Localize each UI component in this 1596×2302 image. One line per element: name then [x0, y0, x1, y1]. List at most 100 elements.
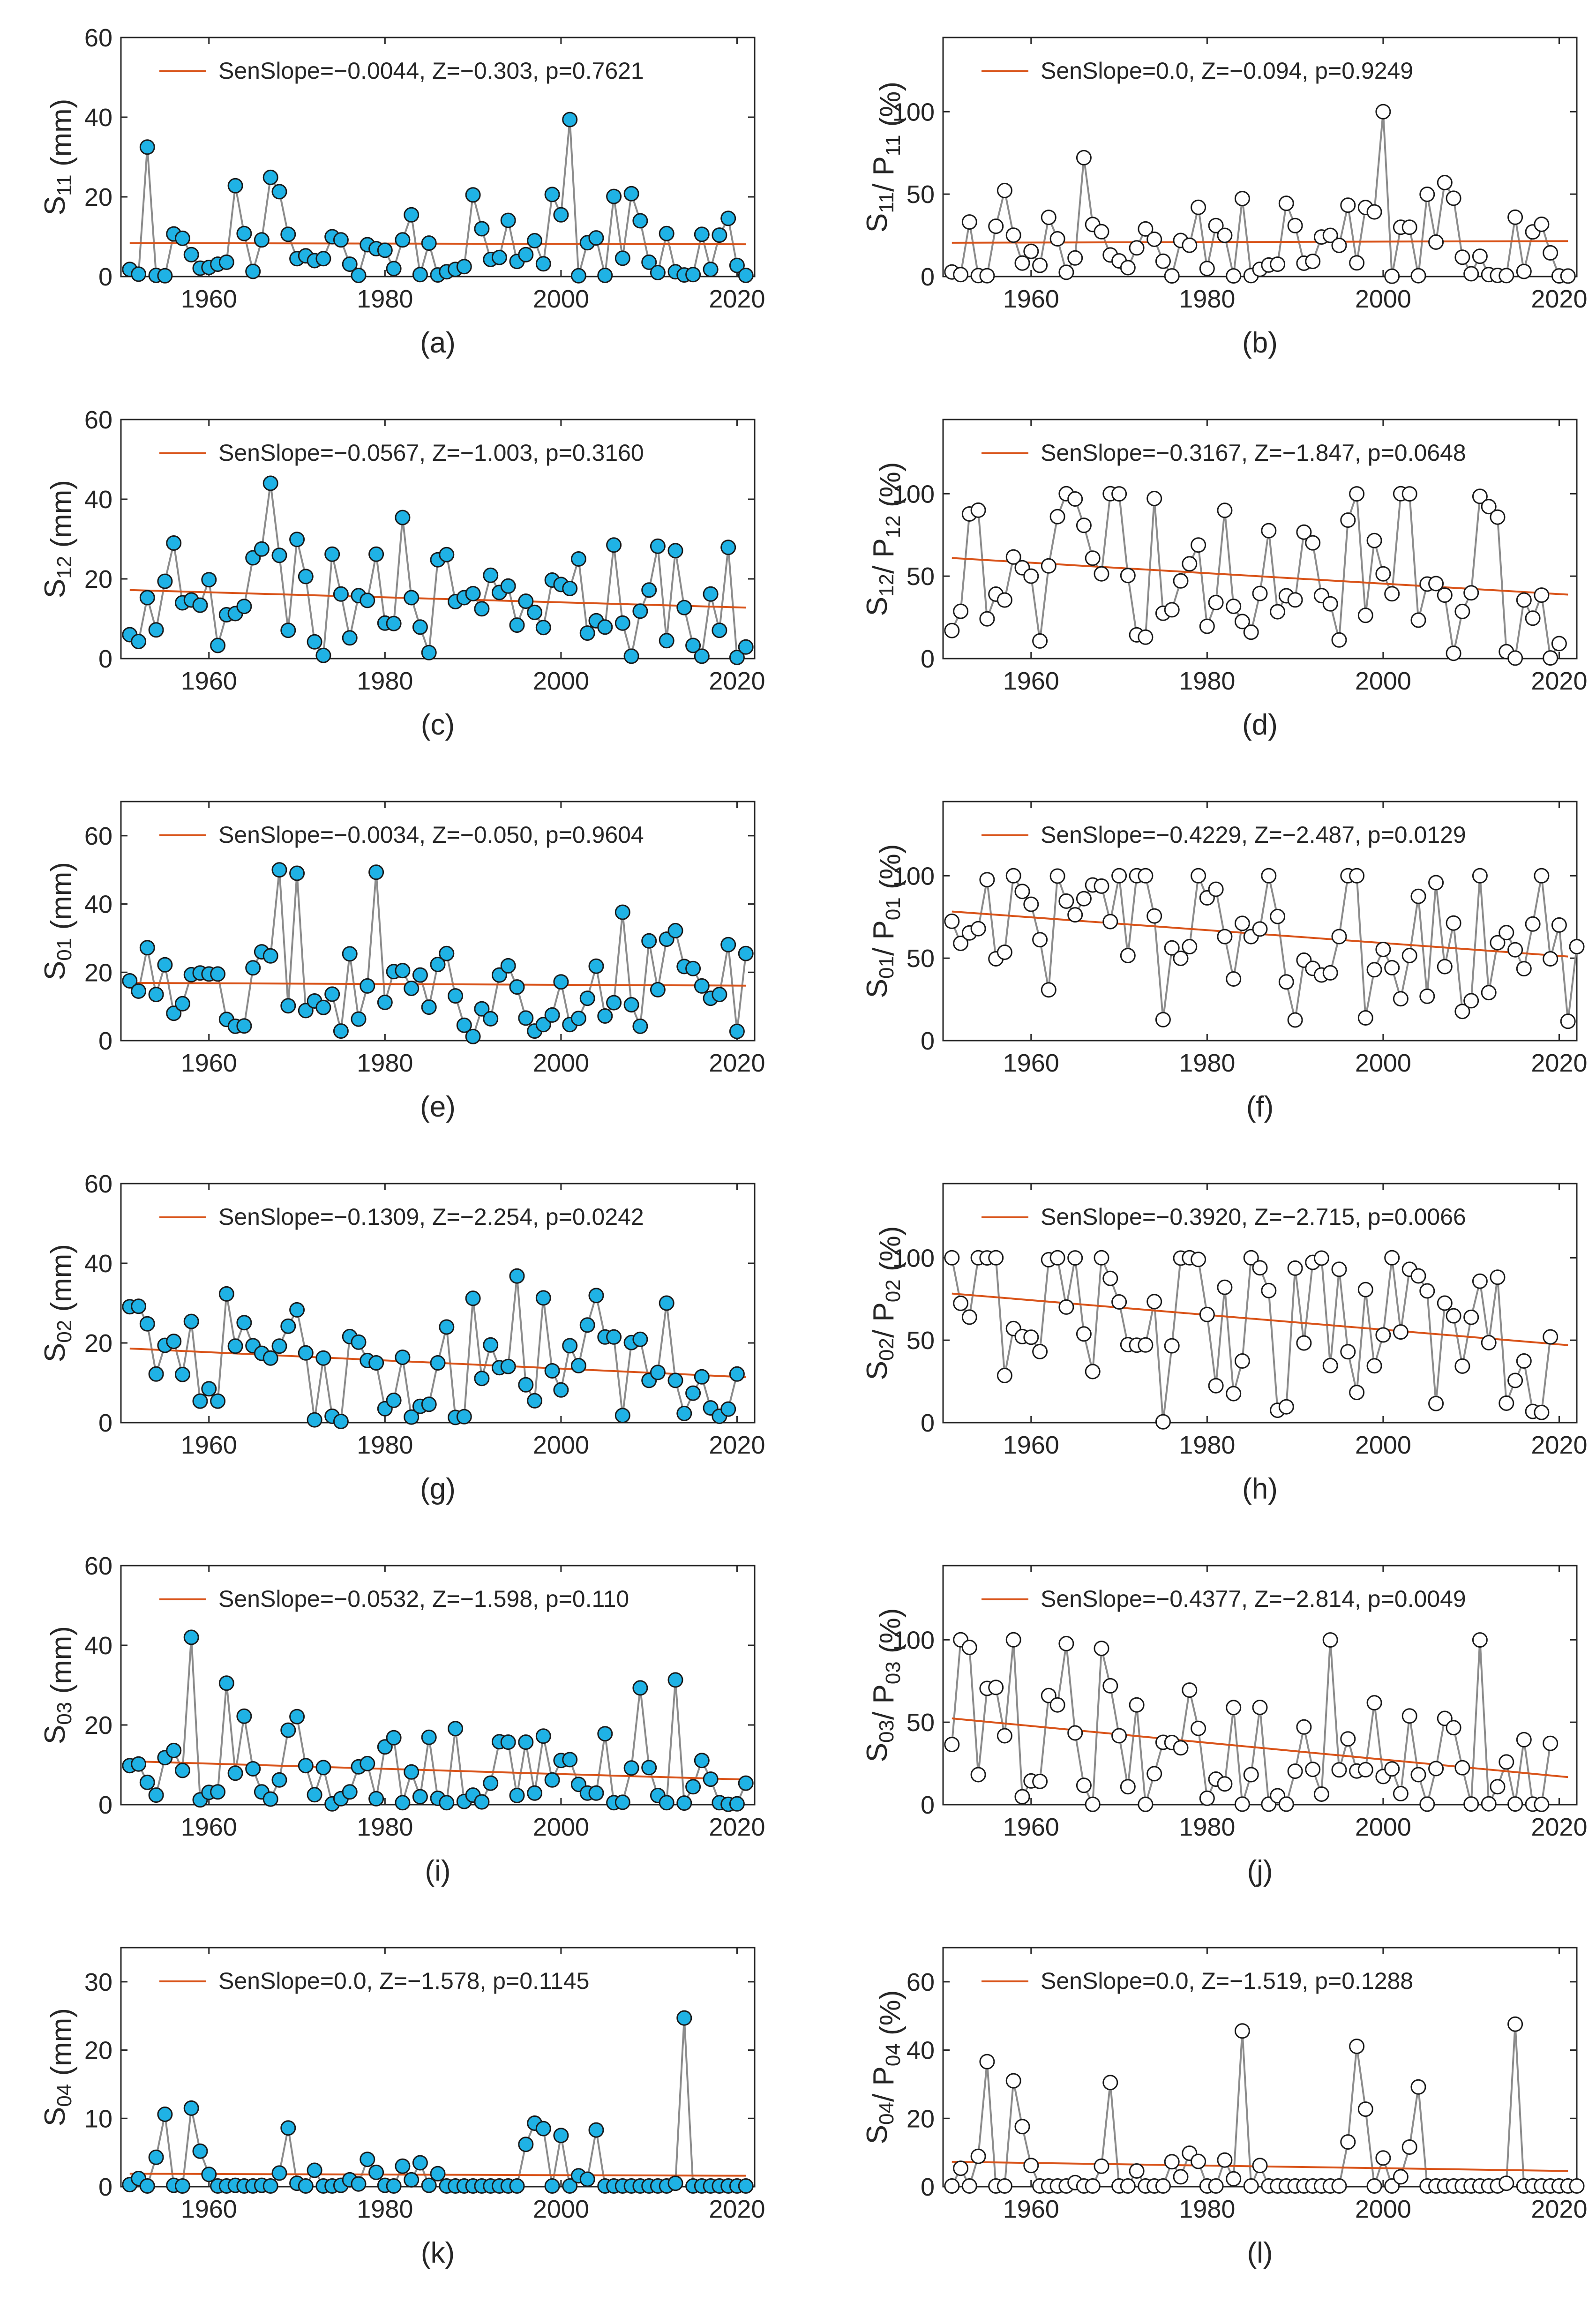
data-point [1437, 959, 1453, 975]
x-tick-label: 1980 [1179, 2195, 1235, 2223]
x-tick-label: 1960 [181, 285, 237, 313]
chart-panel-f: 0 50 100 1960 1980 2000 2020 S01/ P01 (%) SenSlo… [861, 801, 1588, 1123]
data-point [509, 2178, 525, 2194]
data-point [192, 597, 208, 613]
data-point [588, 2122, 604, 2138]
data-point [1543, 951, 1559, 967]
y-tick-label: 0 [98, 2173, 112, 2201]
legend-text: SenSlope=0.0, Z=−0.094, p=0.9249 [1041, 58, 1413, 84]
panel-label: (j) [1247, 1855, 1273, 1887]
data-point [1173, 1740, 1189, 1756]
data-point [659, 633, 674, 649]
y-tick-label: 40 [84, 1250, 112, 1278]
data-point [1226, 268, 1242, 284]
data-point [729, 257, 745, 273]
data-point [1499, 1395, 1514, 1411]
data-point [606, 537, 622, 553]
data-point [465, 1290, 481, 1306]
data-point [1428, 234, 1444, 250]
data-point [1094, 1250, 1109, 1266]
data-point [1401, 2139, 1417, 2155]
data-point [703, 262, 719, 277]
data-point [614, 1408, 630, 1424]
data-point [1446, 190, 1461, 206]
data-point [518, 593, 534, 609]
data-point [465, 1028, 481, 1044]
data-point [570, 1357, 586, 1373]
panel-label: (k) [421, 2237, 455, 2269]
data-point [1525, 916, 1541, 932]
data-point [961, 1309, 977, 1325]
data-point [1102, 2075, 1118, 2091]
data-point [1191, 537, 1206, 553]
data-point [1410, 1268, 1426, 1284]
data-point [729, 650, 745, 665]
data-point [1560, 1013, 1576, 1029]
data-point [1270, 908, 1286, 924]
data-point [1481, 499, 1497, 515]
data-point [315, 1760, 331, 1776]
data-point [1499, 1754, 1514, 1770]
x-tick-label: 2000 [1355, 2195, 1411, 2223]
data-point [1191, 1252, 1206, 1267]
series-line [129, 2017, 746, 2189]
data-point [360, 1755, 375, 1771]
data-point [1463, 993, 1479, 1009]
data-point [544, 2178, 560, 2194]
data-point [1446, 1308, 1461, 1324]
data-point [1182, 939, 1198, 954]
data-point [1146, 1294, 1162, 1310]
data-point [1129, 240, 1145, 256]
axes-box [120, 1183, 756, 1424]
data-point [544, 1007, 560, 1023]
data-point [1102, 1270, 1118, 1286]
data-point [183, 247, 199, 262]
data-point [1138, 221, 1154, 237]
data-point [1217, 2152, 1233, 2168]
data-point [139, 940, 155, 956]
data-point [1463, 585, 1479, 601]
data-point [676, 2010, 692, 2026]
data-point [1226, 599, 1242, 614]
data-point [360, 2152, 375, 2167]
data-point [685, 960, 701, 976]
data-point [1543, 1735, 1559, 1751]
data-point [1164, 1338, 1180, 1354]
data-point [1041, 1687, 1057, 1703]
data-point [386, 261, 402, 277]
data-point [579, 2171, 595, 2187]
data-point [456, 1409, 472, 1425]
data-point [1102, 1678, 1118, 1694]
data-point [1278, 1796, 1294, 1812]
data-point [738, 268, 754, 283]
data-point [1454, 249, 1470, 265]
y-tick-label: 100 [892, 862, 935, 890]
x-tick-label: 1980 [357, 1431, 413, 1459]
axes-box [942, 1947, 1578, 2188]
legend-text: SenSlope=−0.0532, Z=−1.598, p=0.110 [218, 1586, 629, 1612]
y-axis-label: S02 (mm) [39, 1244, 78, 1362]
data-point [1349, 1385, 1365, 1401]
data-point [623, 1760, 639, 1776]
trend-line [952, 1292, 1568, 1346]
data-point [201, 1381, 217, 1397]
y-tick-label: 20 [84, 959, 112, 987]
y-tick-label: 40 [84, 486, 112, 514]
x-tick-label: 2020 [709, 285, 765, 313]
series-line [951, 872, 1578, 1022]
data-point [1340, 1344, 1356, 1360]
data-point [1419, 988, 1435, 1004]
data-point [1155, 2178, 1171, 2194]
panel-label: (d) [1242, 709, 1278, 741]
data-point [961, 214, 977, 230]
data-point [262, 1791, 278, 1807]
x-tick-label: 1960 [181, 2195, 237, 2223]
data-point [738, 945, 754, 961]
data-point [712, 987, 727, 1003]
data-point [703, 1771, 719, 1787]
data-point [1446, 645, 1461, 661]
data-point [597, 619, 613, 635]
data-point [650, 1365, 666, 1380]
x-tick-label: 2000 [533, 1049, 589, 1077]
y-tick-label: 0 [98, 645, 112, 673]
